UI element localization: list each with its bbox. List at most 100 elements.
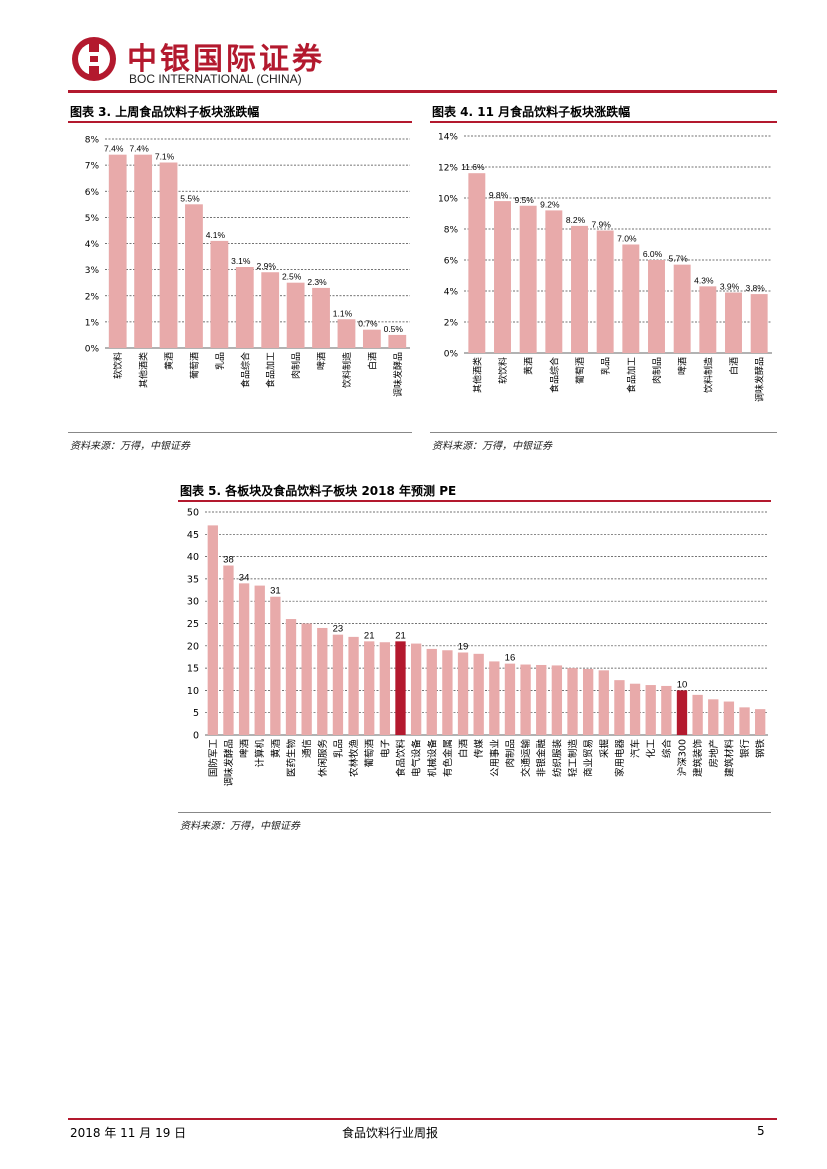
category-label: 家用电器 — [614, 739, 626, 778]
bar — [261, 272, 280, 348]
bar — [750, 294, 768, 353]
category-label: 调味发酵品 — [392, 352, 404, 397]
bar — [388, 334, 407, 348]
page-number: 5 — [757, 1124, 765, 1138]
category-label: 食品饮料 — [395, 739, 407, 778]
bar — [270, 596, 281, 735]
bar-highlight — [676, 690, 688, 735]
category-label: 肉制品 — [504, 739, 516, 768]
y-tick-label: 3% — [85, 266, 100, 276]
bar — [337, 319, 356, 348]
bar — [238, 583, 250, 735]
category-label: 白酒 — [458, 739, 470, 759]
data-label: 38 — [223, 555, 234, 566]
bar — [207, 525, 218, 735]
bar — [410, 643, 422, 735]
y-tick-label: 2% — [85, 292, 100, 302]
category-label: 公用事业 — [489, 739, 501, 777]
category-label: 轻工制造 — [567, 739, 579, 778]
category-label: 软饮料 — [497, 357, 509, 384]
bar — [582, 668, 594, 735]
boc-coin-logo-icon — [72, 37, 116, 81]
y-tick-label: 0% — [85, 345, 100, 355]
category-label: 食品加工 — [625, 357, 637, 393]
category-label: 汽车 — [630, 739, 642, 758]
y-tick-label: 7% — [85, 162, 100, 172]
category-label: 建筑装饰 — [692, 739, 704, 777]
fig5-title-rule — [178, 500, 771, 502]
category-label: 有色金属 — [442, 739, 454, 777]
data-label: 11.6% — [461, 162, 485, 172]
y-tick-label: 2% — [444, 319, 459, 329]
data-label: 0.7% — [358, 319, 378, 329]
data-label: 3.8% — [745, 283, 765, 293]
category-label: 电子 — [379, 739, 391, 759]
bar — [708, 699, 719, 735]
data-label: 3.9% — [720, 282, 740, 292]
category-label: 食品综合 — [239, 352, 251, 388]
data-label: 4.3% — [694, 275, 714, 285]
data-label: 16 — [505, 653, 516, 664]
data-label: 7.0% — [617, 234, 637, 244]
bar — [457, 652, 469, 735]
fig5-source: 资料来源：万得，中银证券 — [180, 821, 300, 832]
bar — [468, 173, 486, 353]
bar — [379, 642, 391, 735]
category-label: 国防军工 — [207, 739, 219, 778]
data-label: 1.1% — [333, 308, 353, 318]
category-label: 其他酒类 — [471, 357, 483, 393]
y-tick-label: 4% — [444, 288, 459, 298]
data-label: 19 — [458, 641, 469, 652]
category-label: 葡萄酒 — [364, 739, 376, 768]
data-label: 9.5% — [514, 195, 534, 205]
bar — [286, 282, 305, 348]
y-tick-label: 14% — [438, 133, 458, 143]
category-label: 采掘 — [598, 739, 610, 758]
category-label: 综合 — [661, 739, 673, 759]
category-label: 房地产 — [708, 739, 720, 768]
category-label: 非银金融 — [536, 739, 548, 778]
bar-highlight — [395, 641, 406, 735]
data-label: 31 — [270, 586, 281, 597]
fig3-title-rule — [68, 121, 412, 123]
category-label: 计算机 — [254, 739, 266, 768]
brand-name-en: BOC INTERNATIONAL (CHINA) — [129, 72, 302, 86]
bar — [551, 665, 563, 735]
fig4-source: 资料来源：万得，中银证券 — [432, 441, 552, 452]
bar — [301, 623, 312, 735]
data-label: 5.7% — [668, 254, 688, 264]
y-tick-label: 20 — [187, 641, 199, 652]
bar — [210, 240, 229, 348]
category-label: 调味发酵品 — [223, 739, 235, 787]
bar — [332, 634, 344, 735]
y-tick-label: 0% — [444, 350, 459, 360]
bar — [285, 619, 297, 735]
category-label: 黄酒 — [523, 357, 535, 375]
fig4-chart: 0% 2% 4% 6% 8% 10% 12% 14% 11.6% 其他酒类 9.8% 软饮料 9.5% 黄… — [438, 133, 772, 402]
bar — [520, 664, 531, 735]
category-label: 其他酒类 — [138, 352, 150, 388]
bar — [596, 230, 614, 353]
fig4-title: 图表 4. 11 月食品饮料子板块涨跌幅 — [432, 105, 631, 119]
category-label: 食品综合 — [548, 357, 560, 393]
bar — [254, 585, 265, 735]
bar — [629, 683, 641, 735]
category-label: 软饮料 — [112, 352, 124, 379]
bar — [645, 685, 656, 735]
category-label: 白酒 — [366, 352, 378, 370]
fig3-chart: 0% 1% 2% 3% 4% 5% 6% 7% 8% 7.4% 软饮料 7.4% 其他酒类 7.1% 黄酒 5… — [85, 136, 410, 397]
category-label: 传媒 — [473, 739, 485, 759]
y-tick-label: 8% — [85, 136, 100, 146]
category-label: 白酒 — [728, 357, 740, 375]
data-label: 6.0% — [643, 249, 663, 259]
bar — [317, 627, 328, 735]
data-label: 7.9% — [591, 220, 611, 230]
category-label: 机械设备 — [426, 739, 438, 778]
y-tick-label: 25 — [187, 619, 199, 630]
category-label: 肉制品 — [651, 357, 663, 384]
fig5-chart: 0 5 10 15 20 25 30 35 40 45 50 国防军工 38 调味发酵品 34 啤酒 计算机 31… — [187, 508, 768, 787]
data-label: 0.5% — [384, 324, 404, 334]
category-label: 通信 — [301, 739, 313, 758]
category-label: 建筑材料 — [723, 739, 735, 778]
y-tick-label: 12% — [438, 164, 458, 174]
